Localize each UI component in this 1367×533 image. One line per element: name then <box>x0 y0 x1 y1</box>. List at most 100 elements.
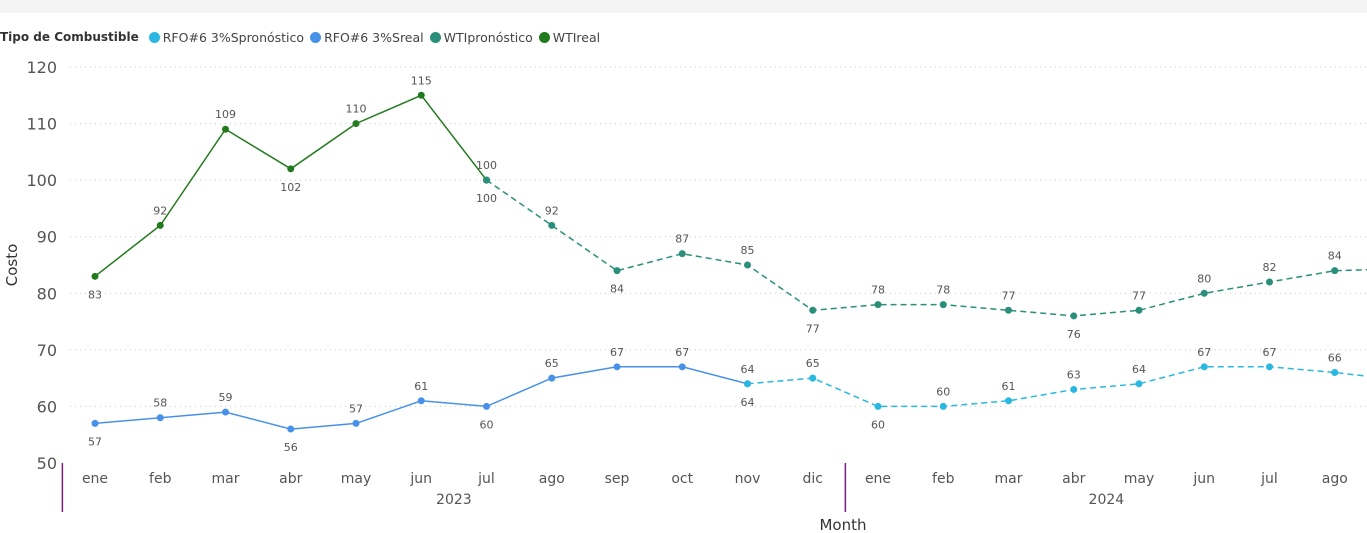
x-tick-label: jun <box>409 471 432 487</box>
data-label: 76 <box>1067 328 1081 341</box>
data-label: 63 <box>1067 368 1081 381</box>
data-label: 67 <box>610 346 624 359</box>
x-tick-label: ene <box>865 471 891 487</box>
data-point <box>352 419 360 427</box>
legend-label-wti-real: WTIreal <box>552 29 601 45</box>
y-tick-label-60: 60 <box>37 397 57 416</box>
data-label: 67 <box>1197 346 1211 359</box>
data-point <box>744 261 751 269</box>
legend-label-rfo-real: RFO#6 3%Sreal <box>324 29 424 45</box>
data-point <box>613 363 621 371</box>
data-label: 80 <box>1197 272 1211 285</box>
legend-label-rfo-pronostico: RFO#6 3%Spronóstico <box>162 29 305 45</box>
x-tick-label: ago <box>1322 471 1348 487</box>
x-tick-label: jul <box>1260 471 1278 487</box>
data-point <box>1200 289 1208 297</box>
legend-item-wti-real[interactable]: WTIreal <box>538 29 601 45</box>
data-label: 109 <box>215 108 236 121</box>
data-point <box>1331 267 1339 275</box>
x-tick-label: ene <box>82 471 108 487</box>
series-rfo-6-3-spron-stico: 64 65 60 60 61 63 64 67 67 66 <box>741 346 1367 431</box>
data-label: 64 <box>741 363 755 376</box>
x-tick-label: feb <box>932 471 955 487</box>
x-tick-label: nov <box>735 471 761 487</box>
data-point <box>1070 312 1078 320</box>
y-tick-label-100: 100 <box>26 171 57 190</box>
data-point <box>874 301 882 309</box>
y-tick-label-80: 80 <box>37 284 57 303</box>
data-label: 77 <box>1002 289 1016 302</box>
data-point <box>352 120 360 128</box>
x-tick-label: feb <box>149 471 172 487</box>
series-lines: 83 92 109 102 110 115 100 100 92 84 87 85 77 78 78 77 76… <box>88 74 1367 454</box>
x-tick-label: ago <box>539 471 565 487</box>
data-point <box>1266 278 1273 286</box>
data-point <box>678 250 686 258</box>
data-point <box>1200 363 1208 371</box>
data-point <box>1005 397 1012 405</box>
data-label: 102 <box>280 181 301 194</box>
legend-title: Tipo de Combustible <box>0 30 139 44</box>
data-point <box>156 414 164 422</box>
legend-item-rfo-pronostico[interactable]: RFO#6 3%Spronóstico <box>148 29 305 45</box>
x-tick-label: jun <box>1192 471 1215 487</box>
data-point <box>156 221 164 229</box>
chart-legend: Tipo de Combustible RFO#6 3%Spronóstico … <box>0 28 606 46</box>
legend-marker-wti-pronostico <box>429 31 441 43</box>
data-label: 87 <box>675 233 689 246</box>
data-point <box>678 363 686 371</box>
y-tick-label-50: 50 <box>37 454 57 473</box>
y-axis-ticks: 50 60 70 80 90 100 110 120 <box>26 58 57 473</box>
top-bar <box>0 0 1367 13</box>
x-axis-title: Month <box>819 516 866 533</box>
x-tick-label: mar <box>212 471 240 487</box>
data-label: 78 <box>936 284 950 297</box>
data-point <box>1070 385 1078 393</box>
data-point <box>91 272 99 280</box>
data-point <box>1005 306 1012 314</box>
legend-label-wti-pronostico: WTIpronóstico <box>443 29 533 45</box>
data-point <box>744 380 751 388</box>
series-line-rfo-6-3-spron-stico <box>747 366 1367 408</box>
data-label: 61 <box>1002 380 1016 393</box>
data-label: 64 <box>1132 363 1146 376</box>
data-point <box>1331 368 1339 376</box>
series-wtireal: 83 92 109 102 110 115 100 <box>88 74 497 301</box>
x-tick-label: sep <box>605 471 630 487</box>
x-tick-label: jul <box>477 471 495 487</box>
data-label: 60 <box>936 385 950 398</box>
data-point <box>222 125 229 133</box>
data-label: 92 <box>153 204 167 217</box>
data-label: 85 <box>741 244 755 257</box>
data-label: 56 <box>284 441 298 454</box>
data-point <box>1266 363 1273 371</box>
legend-item-rfo-real[interactable]: RFO#6 3%Sreal <box>310 30 424 45</box>
data-point <box>809 306 817 314</box>
y-tick-label-70: 70 <box>37 341 57 360</box>
gridlines <box>70 66 1367 407</box>
data-label: 65 <box>545 357 559 370</box>
data-point <box>874 402 882 410</box>
x-tick-label: may <box>341 471 372 487</box>
data-label: 77 <box>806 322 820 335</box>
data-point <box>939 301 947 309</box>
data-label: 77 <box>1132 289 1146 302</box>
year-label-2023: 2023 <box>436 492 472 508</box>
legend-item-wti-pronostico[interactable]: WTIpronóstico <box>429 29 533 45</box>
data-label: 100 <box>476 192 497 205</box>
data-point <box>91 419 99 427</box>
x-axis-ticks: ene feb mar abr may jun jul ago sep oct nov dic ene f… <box>61 463 1348 512</box>
data-label: 83 <box>88 288 102 301</box>
data-point <box>287 165 295 173</box>
data-label: 60 <box>480 418 494 431</box>
data-label: 64 <box>741 396 755 409</box>
data-label: 61 <box>414 380 428 393</box>
data-label: 66 <box>1328 351 1342 364</box>
x-tick-label: may <box>1124 471 1155 487</box>
data-point <box>613 267 621 275</box>
x-tick-label: oct <box>671 471 693 487</box>
data-label: 59 <box>219 391 233 404</box>
data-label: 84 <box>610 283 624 296</box>
data-point <box>483 402 490 410</box>
